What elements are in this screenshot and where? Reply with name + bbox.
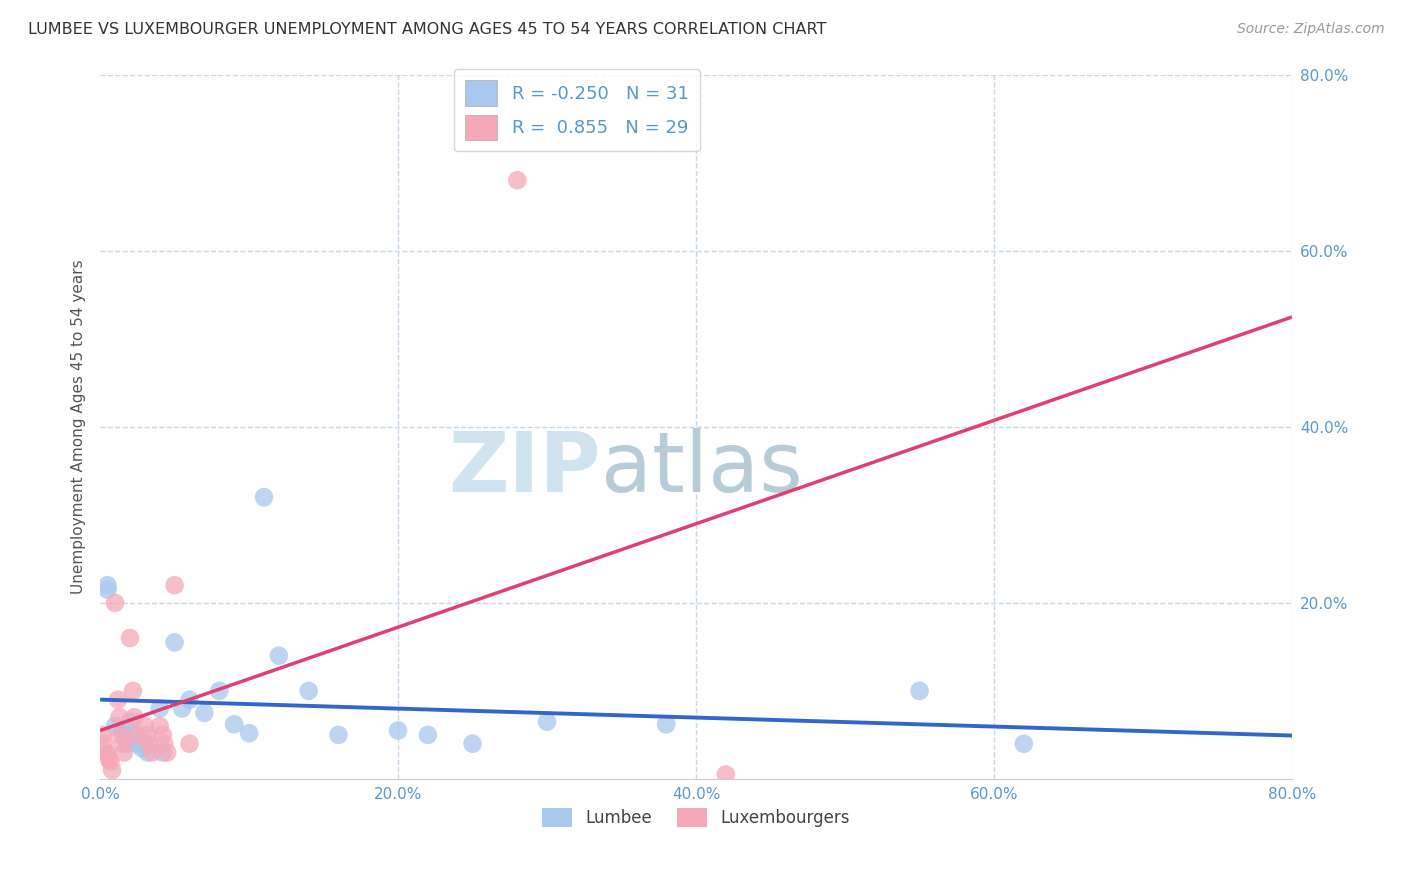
- Point: [149, 701, 172, 715]
- Point: [111, 723, 134, 738]
- Point: [179, 692, 201, 706]
- Point: [100, 754, 122, 768]
- Point: [179, 737, 201, 751]
- Point: [108, 710, 131, 724]
- Point: [107, 692, 129, 706]
- Point: [138, 737, 160, 751]
- Point: [115, 737, 138, 751]
- Point: [267, 648, 290, 663]
- Point: [163, 578, 186, 592]
- Point: [118, 631, 141, 645]
- Text: ZIP: ZIP: [449, 428, 600, 509]
- Text: LUMBEE VS LUXEMBOURGER UNEMPLOYMENT AMONG AGES 45 TO 54 YEARS CORRELATION CHART: LUMBEE VS LUXEMBOURGER UNEMPLOYMENT AMON…: [28, 22, 827, 37]
- Point: [91, 728, 114, 742]
- Point: [298, 684, 321, 698]
- Point: [238, 726, 260, 740]
- Point: [461, 737, 484, 751]
- Point: [208, 684, 231, 698]
- Point: [416, 728, 439, 742]
- Point: [141, 746, 163, 760]
- Point: [536, 714, 558, 729]
- Point: [118, 714, 141, 729]
- Point: [98, 753, 121, 767]
- Point: [253, 490, 276, 504]
- Point: [387, 723, 409, 738]
- Y-axis label: Unemployment Among Ages 45 to 54 years: Unemployment Among Ages 45 to 54 years: [72, 260, 86, 594]
- Point: [131, 741, 153, 756]
- Point: [149, 719, 172, 733]
- Point: [104, 596, 127, 610]
- Legend: Lumbee, Luxembourgers: Lumbee, Luxembourgers: [536, 801, 856, 834]
- Point: [136, 746, 159, 760]
- Point: [714, 767, 737, 781]
- Point: [193, 706, 215, 720]
- Point: [93, 737, 115, 751]
- Point: [122, 728, 145, 742]
- Point: [127, 737, 149, 751]
- Point: [134, 719, 156, 733]
- Point: [136, 728, 159, 742]
- Point: [908, 684, 931, 698]
- Point: [134, 737, 156, 751]
- Point: [152, 728, 174, 742]
- Point: [104, 719, 127, 733]
- Text: atlas: atlas: [600, 428, 803, 509]
- Point: [156, 746, 179, 760]
- Point: [112, 746, 135, 760]
- Point: [1012, 737, 1035, 751]
- Point: [110, 728, 132, 742]
- Point: [127, 728, 149, 742]
- Point: [101, 763, 124, 777]
- Point: [655, 717, 678, 731]
- Text: Source: ZipAtlas.com: Source: ZipAtlas.com: [1237, 22, 1385, 37]
- Point: [97, 747, 120, 762]
- Point: [170, 701, 193, 715]
- Point: [97, 582, 120, 597]
- Point: [153, 737, 176, 751]
- Point: [97, 578, 120, 592]
- Point: [124, 710, 146, 724]
- Point: [163, 635, 186, 649]
- Point: [506, 173, 529, 187]
- Point: [122, 684, 145, 698]
- Point: [94, 746, 117, 760]
- Point: [224, 717, 246, 731]
- Point: [111, 737, 134, 751]
- Point: [152, 746, 174, 760]
- Point: [328, 728, 350, 742]
